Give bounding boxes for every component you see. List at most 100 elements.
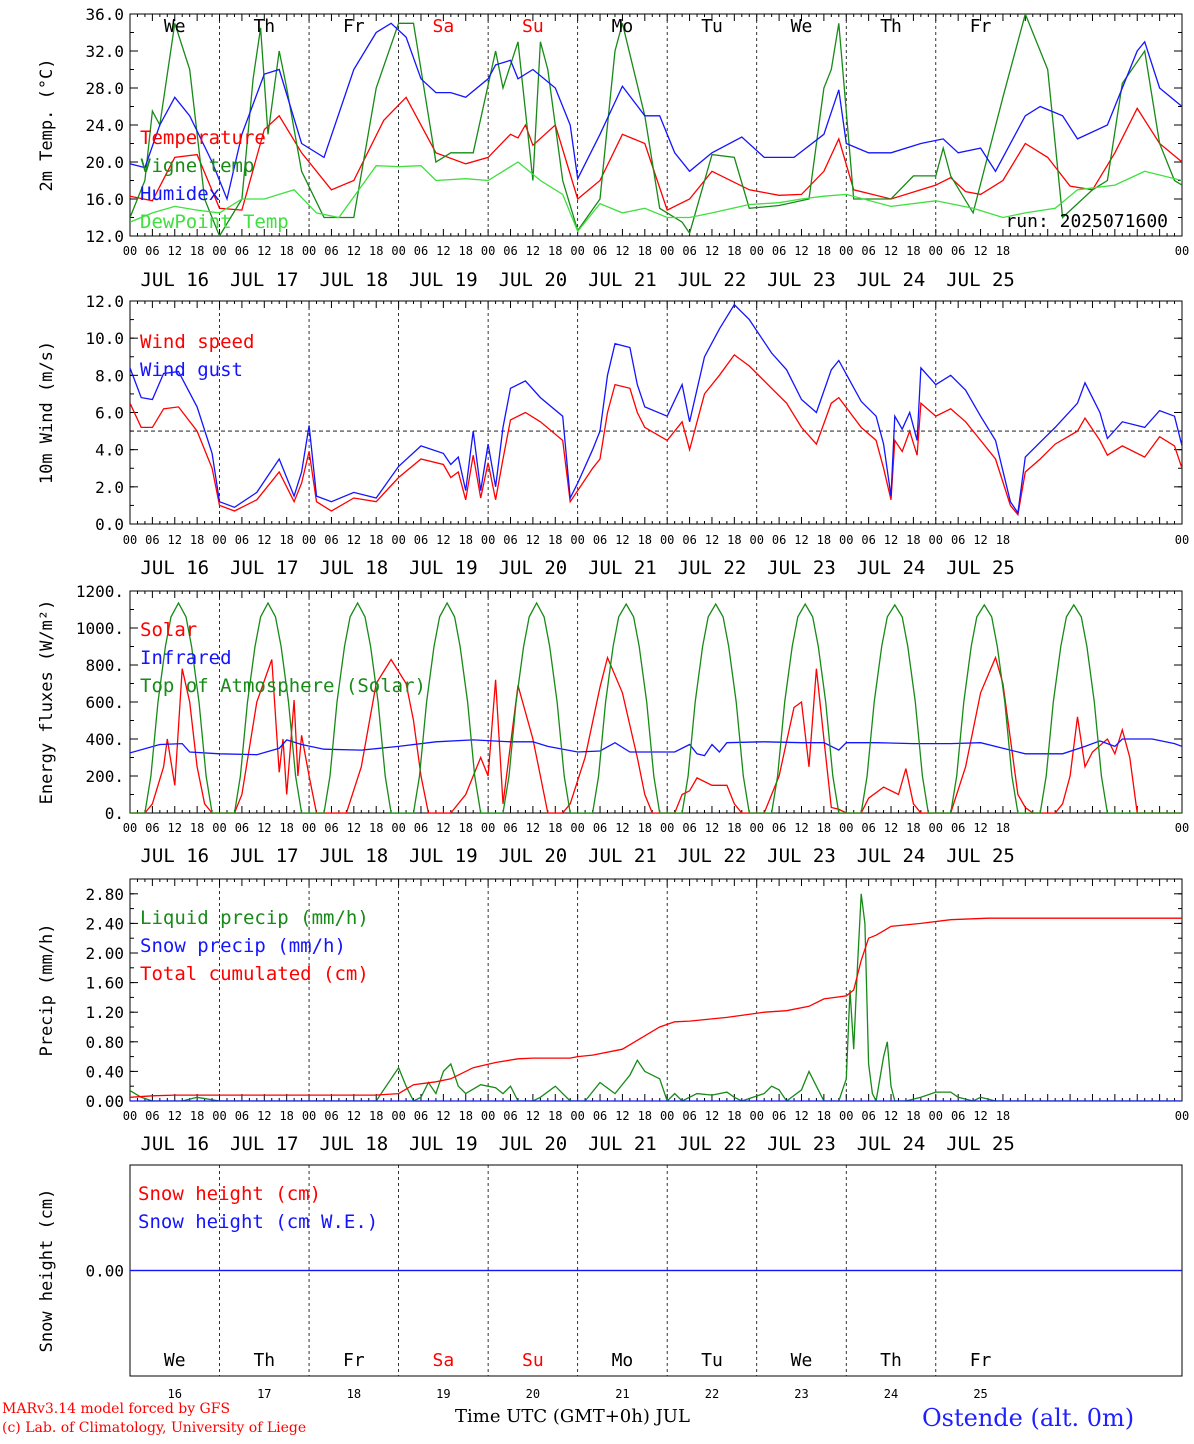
hour-tick-label: 06 (414, 1109, 428, 1123)
model-credit: MARv3.14 model forced by GFS (2, 1401, 231, 1417)
hour-tick-label: 12 (257, 533, 271, 547)
hour-tick-label: 18 (727, 533, 741, 547)
panel-3: 00 06 12 18 00 06 12 18 00 06 12 18 00 06 12 18 00 06 12 18… (37, 582, 1189, 867)
date-label: JUL 17 (230, 845, 299, 867)
hour-tick-label: 18 (817, 821, 831, 835)
hour-tick-label: 18 (190, 1109, 204, 1123)
weekday-label: We (164, 16, 186, 37)
y-tick-label: 20.0 (85, 153, 124, 172)
y-tick-label: 0.0 (95, 515, 124, 534)
hour-tick-label: 12 (973, 1109, 987, 1123)
hour-tick-label: 12 (168, 244, 182, 258)
y-tick-label: 16.0 (85, 190, 124, 209)
hour-tick-label: 06 (503, 244, 517, 258)
hour-tick-label: 18 (906, 244, 920, 258)
hour-tick-label: 06 (235, 244, 249, 258)
legend-entry: Wind speed (140, 331, 254, 353)
hour-tick-label: 12 (436, 244, 450, 258)
hour-tick-label: 00 (570, 1109, 584, 1123)
hour-tick-label: 12 (615, 244, 629, 258)
hour-tick-label: 18 (638, 533, 652, 547)
hour-tick-label: 12 (168, 821, 182, 835)
hour-tick-label: 06 (414, 821, 428, 835)
date-label: JUL 21 (588, 1133, 657, 1155)
hour-tick-label: 00 (929, 821, 943, 835)
hour-tick-label: 18 (906, 1109, 920, 1123)
hour-tick-label: 12 (526, 533, 540, 547)
day-number-label: 23 (794, 1387, 808, 1401)
hour-tick-label: 12 (884, 821, 898, 835)
date-label: JUL 24 (857, 557, 926, 579)
hour-tick-label: 18 (727, 821, 741, 835)
y-tick-label: 2.00 (85, 944, 124, 963)
y-tick-label: 600. (85, 693, 124, 712)
weekday-label: Tu (701, 1350, 723, 1371)
hour-tick-label: 18 (817, 244, 831, 258)
time-axis-label: Time UTC (GMT+0h) JUL (455, 1406, 690, 1427)
hour-tick-label: 00 (660, 821, 674, 835)
hour-tick-label: 18 (459, 533, 473, 547)
y-tick-label: 2.80 (85, 885, 124, 904)
hour-tick-label: 00 (660, 1109, 674, 1123)
hour-tick-label: 00 (570, 533, 584, 547)
hour-tick-label: 06 (951, 821, 965, 835)
hour-tick-label: 12 (705, 244, 719, 258)
hour-tick-label: 06 (414, 533, 428, 547)
hour-tick-label: 18 (279, 821, 293, 835)
legend-entry: Liquid precip (mm/h) (140, 907, 369, 929)
hour-tick-label: 06 (772, 244, 786, 258)
legend-entry: DewPoint Temp (140, 211, 289, 233)
weekday-label: Sa (433, 16, 455, 37)
y-tick-label: 1200. (76, 582, 124, 601)
hour-tick-label: 12 (436, 533, 450, 547)
panel-2: 00 06 12 18 00 06 12 18 00 06 12 18 00 06 12 18 00 06 12 18… (37, 292, 1189, 579)
hour-tick-label: 00 (212, 244, 226, 258)
series-line-infrared (130, 738, 1182, 757)
hour-tick-label: 18 (638, 821, 652, 835)
legend-entry: Snow height (cm W.E.) (138, 1211, 378, 1233)
hour-tick-label: 00 (302, 533, 316, 547)
weekday-label: Tu (701, 16, 723, 37)
hour-tick-label: 00 (929, 1109, 943, 1123)
hour-tick-label: 00 (839, 1109, 853, 1123)
legend-entry: Humidex (140, 183, 220, 205)
hour-tick-label: 00 (749, 533, 763, 547)
date-label: JUL 24 (857, 1133, 926, 1155)
hour-tick-label: 12 (347, 244, 361, 258)
hour-tick-label: 06 (772, 821, 786, 835)
date-label: JUL 16 (140, 1133, 209, 1155)
hour-tick-label: 12 (705, 1109, 719, 1123)
hour-tick-label: 00 (749, 1109, 763, 1123)
hour-tick-label: 12 (347, 533, 361, 547)
legend-entry: Top of Atmosphere (Solar) (140, 675, 426, 697)
hour-tick-label: 12 (973, 244, 987, 258)
date-label: JUL 25 (946, 1133, 1015, 1155)
hour-tick-label: 00 (123, 533, 137, 547)
hour-tick-label: 18 (548, 244, 562, 258)
hour-tick-label: 00 (212, 821, 226, 835)
hour-tick-label: 12 (526, 1109, 540, 1123)
hour-tick-label: 06 (145, 244, 159, 258)
hour-tick-label: 12 (615, 533, 629, 547)
y-tick-label: 12.0 (85, 227, 124, 246)
y-tick-label: 1.60 (85, 974, 124, 993)
y-tick-label: 0.00 (85, 1092, 124, 1111)
hour-tick-label: 00 (1175, 244, 1189, 258)
weekday-label: Fr (343, 1350, 365, 1371)
date-label: JUL 24 (857, 845, 926, 867)
hour-tick-label: 06 (861, 821, 875, 835)
day-number-label: 17 (257, 1387, 271, 1401)
hour-tick-label: 06 (145, 533, 159, 547)
date-label: JUL 22 (678, 269, 747, 291)
hour-tick-label: 06 (861, 244, 875, 258)
hour-tick-label: 12 (347, 1109, 361, 1123)
hour-tick-label: 00 (391, 533, 405, 547)
hour-tick-label: 06 (682, 244, 696, 258)
hour-tick-label: 00 (749, 244, 763, 258)
weekday-label: Th (253, 16, 275, 37)
series-line-temperature (130, 96, 1182, 212)
legend-entry: Snow precip (mm/h) (140, 935, 346, 957)
hour-tick-label: 12 (257, 244, 271, 258)
day-number-label: 20 (526, 1387, 540, 1401)
date-label: JUL 17 (230, 1133, 299, 1155)
